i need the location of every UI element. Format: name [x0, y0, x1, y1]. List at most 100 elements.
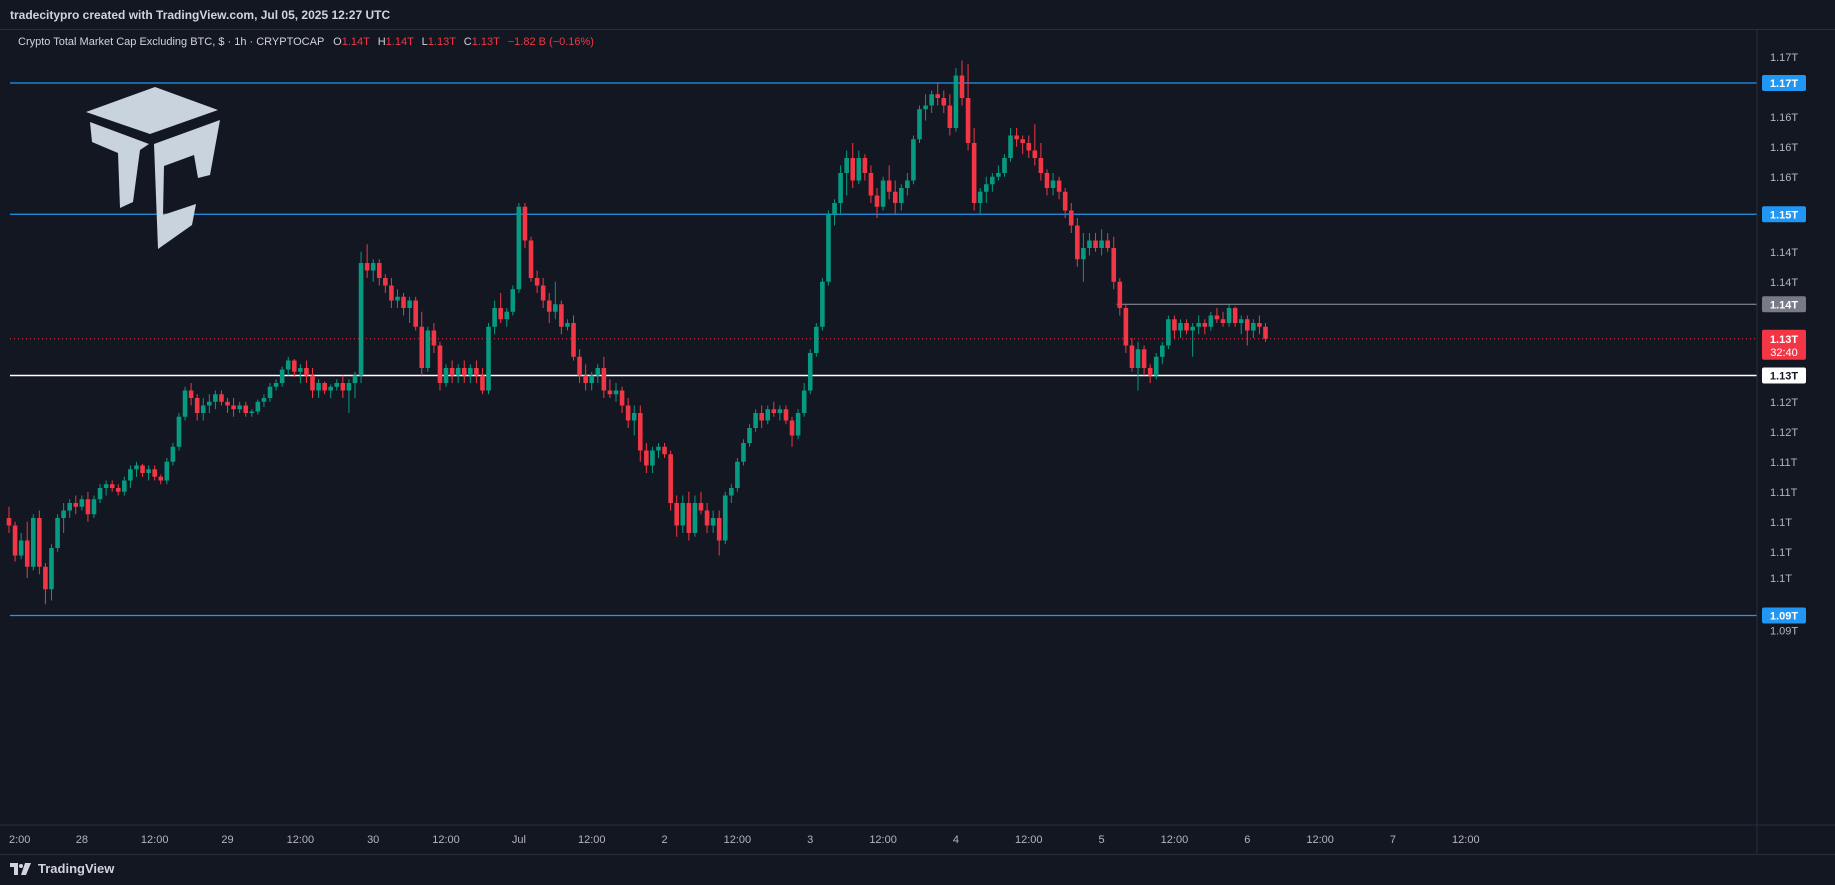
candle-body: [474, 368, 479, 376]
chart-frame[interactable]: 1.17T 1.17T 1.16T 1.16T 1.16T 1.15T 1.14T 1.14T…: [0, 30, 1835, 854]
x-tick-label: 2: [661, 834, 667, 846]
candle-body: [1068, 210, 1074, 226]
candle-body: [522, 206, 528, 241]
candle-body: [1081, 248, 1086, 260]
candle-body: [279, 369, 285, 383]
candle-body: [753, 413, 758, 428]
candle-body: [571, 323, 576, 357]
candle-body: [352, 375, 358, 383]
candle-body: [595, 368, 601, 376]
candle-body: [164, 461, 170, 481]
x-tick-label: 12:00: [1161, 834, 1189, 846]
y-tick-label: 1.14T: [1770, 247, 1798, 259]
legend: Crypto Total Market Cap Excluding BTC, $…: [18, 36, 594, 48]
candle-body: [735, 461, 740, 488]
candle-body: [364, 263, 370, 271]
legend-high-label: H: [378, 36, 386, 48]
legend-close-value: 1.13T: [472, 36, 500, 48]
x-tick-label: 12:00: [287, 834, 315, 846]
candle-body: [741, 443, 746, 462]
candle-body: [1172, 319, 1177, 331]
candle-body: [316, 383, 321, 391]
candle-body: [838, 173, 843, 203]
candle-body: [152, 469, 157, 477]
candle-body: [213, 394, 218, 402]
candle-body: [304, 368, 309, 376]
candle-body: [777, 409, 783, 413]
candle-body: [37, 518, 42, 567]
price-chart[interactable]: 1.17T 1.17T 1.16T 1.16T 1.16T 1.15T 1.14T 1.14T…: [0, 30, 1835, 854]
candle-body: [176, 416, 182, 447]
tradingview-brand[interactable]: TradingView: [10, 861, 114, 876]
candle-body: [425, 330, 431, 368]
y-tick-label: 1.14T: [1770, 277, 1798, 289]
candle-body: [553, 304, 558, 312]
candle-body: [607, 390, 613, 395]
price-axis[interactable]: 1.17T 1.17T 1.16T 1.16T 1.16T 1.15T 1.14T 1.14T…: [1756, 30, 1798, 854]
candle-body: [923, 105, 928, 110]
header-bar: tradecitypro created with TradingView.co…: [0, 0, 1835, 30]
candle-body: [1129, 345, 1135, 368]
candle-body: [237, 405, 242, 410]
y-tick-label: 1.17T: [1770, 52, 1798, 64]
candle-body: [722, 495, 728, 541]
candle-body: [534, 278, 540, 286]
candle-body: [801, 390, 807, 413]
x-tick-label: 12:00: [141, 834, 169, 846]
y-tick-label: 1.16T: [1770, 112, 1798, 124]
candle-body: [109, 484, 115, 488]
candle-body: [771, 409, 777, 413]
candle-body: [1117, 281, 1123, 308]
candle-body: [716, 518, 722, 541]
level-price-tag-label: 1.14T: [1770, 299, 1798, 311]
legend-open-value: 1.14T: [342, 36, 370, 48]
legend-low-label: L: [422, 36, 428, 48]
candle-body: [826, 214, 831, 282]
last-price-tag: [1762, 329, 1806, 360]
candle-body: [461, 368, 467, 376]
candle-body: [322, 383, 327, 391]
candle-body: [298, 368, 303, 372]
candle-body: [1251, 323, 1256, 331]
candle-body: [468, 368, 473, 376]
candle-body: [255, 401, 261, 412]
candle-body: [115, 488, 121, 492]
candle-body: [200, 405, 206, 413]
candle-body: [346, 383, 352, 391]
candle-body: [231, 405, 236, 410]
candle-body: [97, 488, 103, 500]
candle-body: [194, 398, 200, 413]
candle-body: [814, 326, 819, 353]
x-tick-label: 5: [1099, 834, 1105, 846]
candle-body: [668, 454, 673, 503]
tradingview-logo-icon: [10, 862, 31, 875]
candle-body: [729, 488, 734, 496]
candle-body: [492, 308, 497, 327]
candle-body: [1105, 240, 1110, 248]
candle-body: [1062, 191, 1068, 211]
level-price-tag-label: 1.13T: [1770, 371, 1798, 383]
candle-body: [977, 191, 983, 203]
levels-layer: [10, 82, 1757, 617]
candle-body: [1166, 319, 1171, 346]
candle-body: [1238, 319, 1244, 323]
y-tick-label: 1.1T: [1770, 573, 1792, 585]
candle-body: [911, 139, 916, 181]
candle-body: [73, 503, 79, 507]
candle-body: [1087, 240, 1092, 248]
candle-body: [334, 383, 340, 387]
time-axis[interactable]: 2:00 28 12:00 29 12:00 30 12:00 Jul 12:00 2 12:00 3…: [0, 824, 1835, 846]
candle-body: [698, 503, 704, 511]
candle-body: [874, 195, 880, 207]
candle-body: [1111, 248, 1117, 282]
candle-body: [540, 285, 546, 301]
candle-body: [783, 409, 789, 421]
candle-body: [1190, 326, 1195, 331]
candle-body: [625, 405, 631, 421]
legend-low-value: 1.13T: [428, 36, 456, 48]
candle-body: [158, 476, 164, 481]
candle-body: [225, 401, 230, 406]
candle-body: [971, 143, 977, 203]
candle-body: [959, 75, 965, 98]
level-price-tag: [1762, 367, 1806, 384]
